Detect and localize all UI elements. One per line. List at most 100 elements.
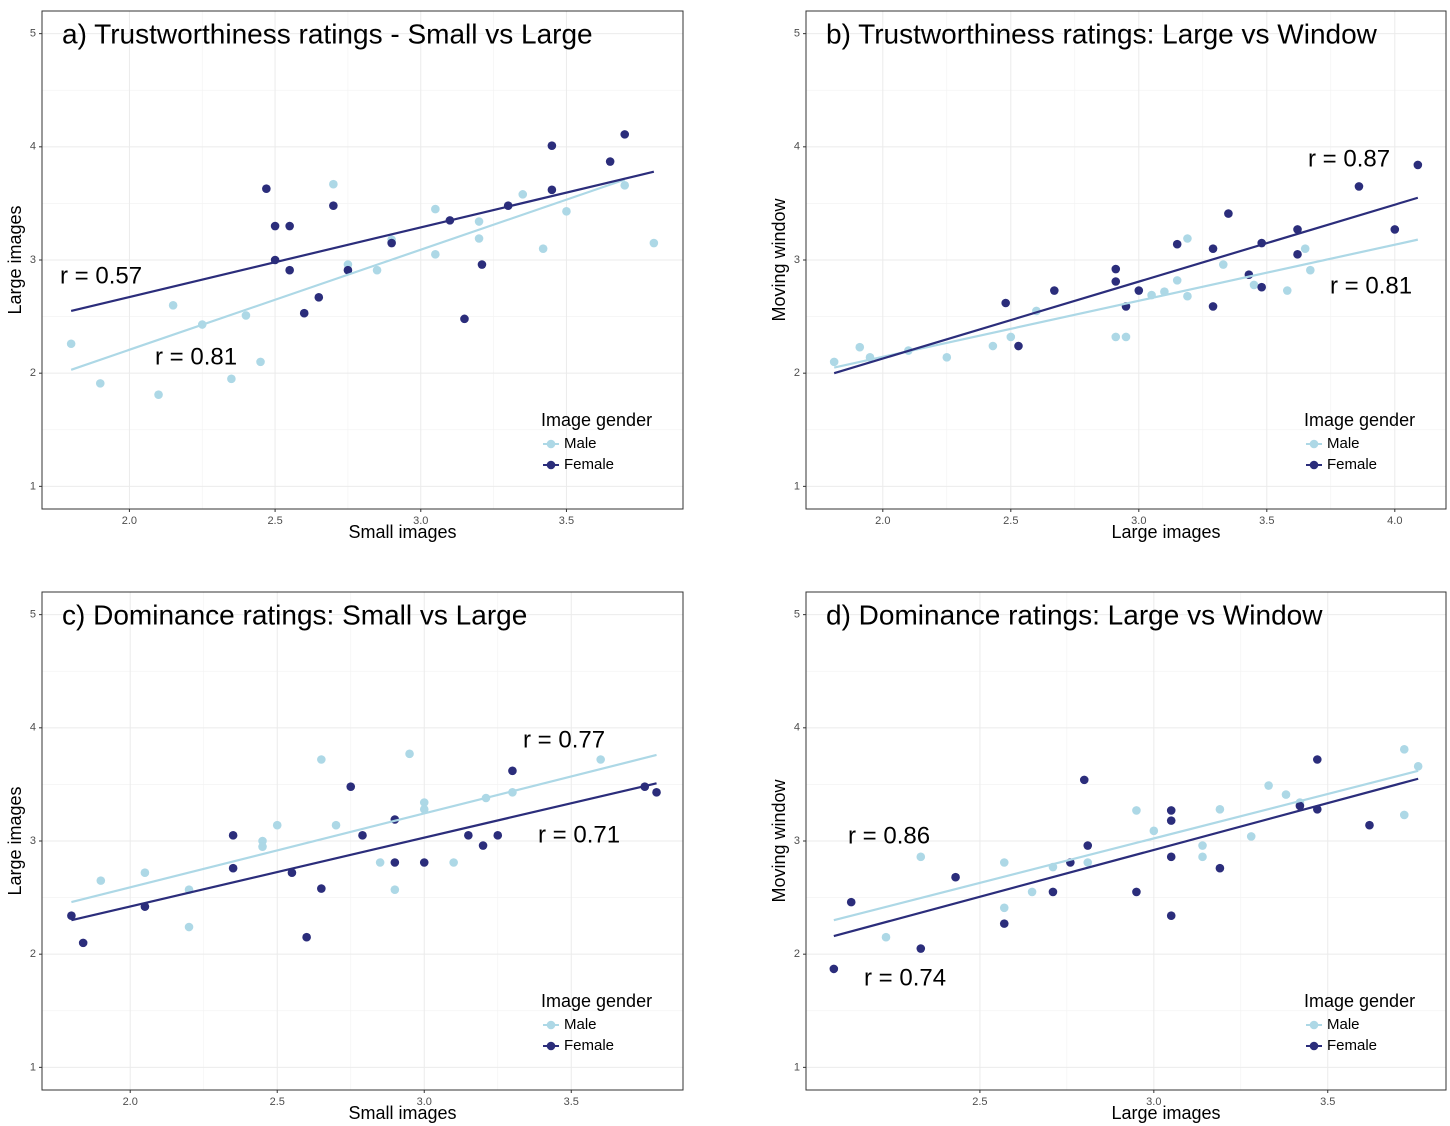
point [916,944,926,953]
point [1198,852,1207,862]
point [547,185,557,195]
y-tick-label: 1 [794,1061,800,1073]
point [478,841,488,850]
trend-line [71,753,657,904]
point [596,755,605,764]
y-axis-label: Moving window [769,197,789,321]
point [1172,239,1182,249]
plot-border [41,591,684,1091]
point [270,221,280,231]
legend-key-point [546,1041,556,1051]
point [1134,286,1144,295]
x-tick-label: 2.0 [122,515,137,527]
point [464,831,473,840]
plot-border [805,10,1447,510]
point [1111,264,1121,274]
point [1132,806,1141,815]
point [419,858,429,867]
annotation: r = 0.74 [864,964,946,991]
point [1079,775,1089,785]
y-tick-label: 3 [30,835,36,847]
point [916,852,926,862]
y-tick-label: 2 [30,367,36,379]
legend-title: Image gender [541,410,652,430]
point [518,190,528,199]
x-tick-label: 3.0 [1131,515,1146,527]
annotation: r = 0.81 [1330,272,1412,299]
legend-label: Male [564,1016,597,1033]
x-axis-label: Small images [348,522,456,542]
point [272,820,282,830]
y-tick-label: 4 [30,722,36,734]
point [285,265,294,275]
point [419,805,429,814]
y-tick-label: 2 [30,948,36,960]
point [620,130,630,139]
x-axis-label: Large images [1111,1103,1220,1123]
x-tick-label: 2.5 [972,1096,987,1108]
point [329,201,338,210]
legend-key-point [1309,460,1319,470]
trend-line [833,777,1419,938]
plot-border [41,10,684,510]
point [1413,160,1423,170]
x-tick-label: 2.5 [267,515,282,527]
legend-label: Female [564,1037,614,1054]
annotation: r = 0.81 [155,343,237,370]
point [1399,745,1409,754]
legend-key-point [1309,439,1319,449]
point [652,788,661,797]
point [474,234,484,243]
point [538,244,548,253]
x-tick-label: 4.0 [1387,515,1402,527]
point [846,897,856,907]
point [547,141,557,150]
point [419,798,429,807]
point [1218,260,1228,269]
point [1132,887,1141,897]
point [95,379,105,388]
point [1313,755,1322,764]
x-tick-label: 2.5 [270,1096,285,1108]
point [140,868,150,877]
point [1282,286,1292,295]
point [1300,244,1310,253]
y-axis-label: Large images [5,786,25,895]
point [184,922,194,932]
point [1295,801,1305,811]
point [431,250,440,259]
legend-key-point [1309,1020,1319,1030]
point [390,885,400,894]
x-axis-label: Large images [1111,522,1220,542]
y-axis-label: Moving window [769,778,789,902]
point [66,339,76,349]
point [999,919,1009,928]
y-tick-label: 2 [794,948,800,960]
y-tick-label: 3 [30,254,36,266]
point [1413,762,1423,771]
x-axis-label: Small images [348,1103,456,1123]
plot-border [805,591,1447,1091]
point [620,181,630,190]
point [256,357,265,367]
x-tick-label: 3.5 [1320,1096,1335,1108]
point [493,831,503,840]
point [1354,182,1364,191]
legend-title: Image gender [1304,991,1415,1011]
point [829,964,839,974]
point [474,217,484,226]
point [1390,225,1400,234]
x-tick-label: 3.0 [413,515,428,527]
point [346,782,356,791]
point [1246,832,1256,841]
trend-line [71,782,657,922]
point [317,884,326,893]
point [1293,250,1302,259]
annotation: r = 0.77 [523,726,605,753]
point [1083,841,1093,850]
x-tick-label: 3.0 [417,1096,432,1108]
point [96,876,106,885]
point [431,204,440,214]
annotation: r = 0.57 [60,262,142,289]
legend-label: Female [564,456,614,473]
